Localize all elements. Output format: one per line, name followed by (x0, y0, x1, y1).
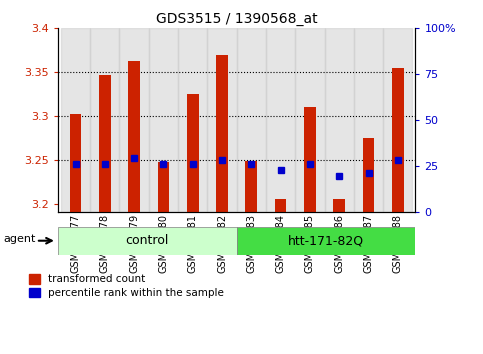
Bar (266, 28, 295, 212)
Bar (245, 161, 257, 212)
Bar (61, 28, 90, 212)
Bar (58, 227, 237, 255)
Bar (128, 61, 140, 212)
Bar (178, 28, 207, 212)
Bar (333, 199, 345, 212)
Bar (99, 75, 111, 212)
Bar (295, 28, 325, 212)
Bar (304, 107, 316, 212)
Title: GDS3515 / 1390568_at: GDS3515 / 1390568_at (156, 12, 317, 26)
Bar (392, 68, 404, 212)
Bar (216, 55, 228, 212)
Bar (237, 28, 266, 212)
Bar (237, 227, 415, 255)
Bar (149, 28, 178, 212)
Text: agent: agent (3, 234, 35, 244)
Bar (207, 28, 237, 212)
Bar (383, 28, 412, 212)
Bar (157, 162, 169, 212)
Bar (70, 114, 82, 212)
Bar (275, 199, 286, 212)
Bar (363, 138, 374, 212)
Bar (325, 28, 354, 212)
Bar (187, 94, 199, 212)
Text: control: control (126, 234, 169, 247)
Text: htt-171-82Q: htt-171-82Q (288, 234, 364, 247)
Legend: transformed count, percentile rank within the sample: transformed count, percentile rank withi… (29, 274, 224, 298)
Bar (90, 28, 119, 212)
Bar (354, 28, 383, 212)
Bar (119, 28, 149, 212)
